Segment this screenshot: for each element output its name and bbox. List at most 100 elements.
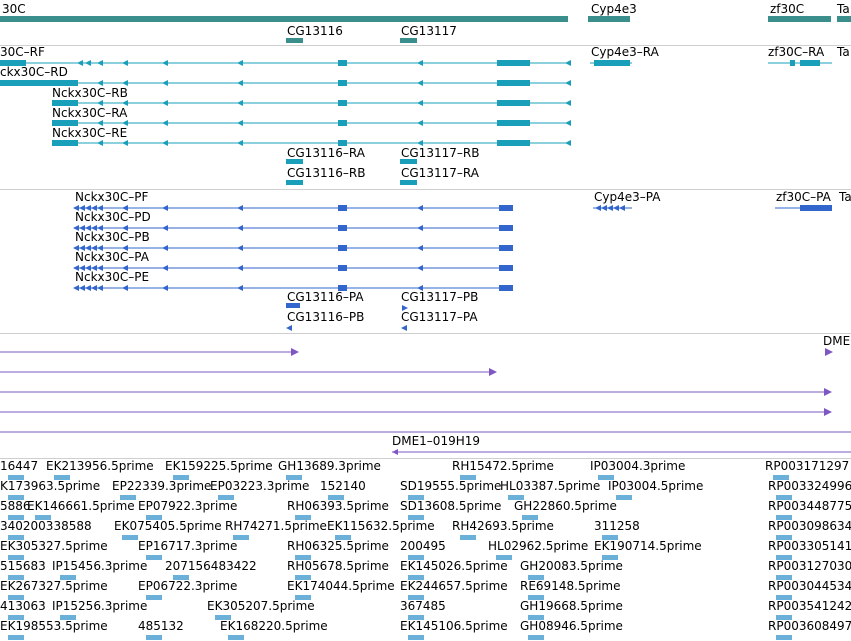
transcript-label[interactable]: zf30C–RA [768,45,825,59]
est-label[interactable]: 340200338588 [0,519,92,533]
gene-label[interactable]: Ta [837,2,850,16]
est-label[interactable]: RH06393.5prime [287,499,389,513]
est-label[interactable]: EK115632.5prime [327,519,435,533]
gene-feature[interactable] [286,38,303,43]
transcript-rf-exon[interactable] [338,60,347,66]
est-label[interactable]: 5886 [0,499,31,513]
est-feature[interactable] [295,595,311,600]
est-label[interactable]: RP003448775 [768,499,851,513]
transcript-re-exon[interactable] [497,140,530,146]
est-feature[interactable] [328,495,344,500]
transcript-re-exon[interactable] [52,140,78,146]
protein-label[interactable]: zf30C–PA [776,190,831,204]
transcript-re-exon[interactable] [338,140,347,146]
est-feature[interactable] [146,515,162,520]
est-feature[interactable] [8,595,24,600]
est-label[interactable]: EK145106.5prime [400,619,508,633]
est-label[interactable]: 207156483422 [165,559,257,573]
est-feature[interactable] [528,595,544,600]
est-label[interactable]: EP03223.3prime [210,479,310,493]
transcript-label[interactable]: Nckx30C–RE [52,126,128,140]
est-label[interactable]: EK244657.5prime [400,579,508,593]
protein-pb-exon[interactable] [499,245,513,251]
est-label[interactable]: GH08946.5prime [520,619,623,633]
est-label[interactable]: RH42693.5prime [452,519,554,533]
est-label[interactable]: RP003305141 [768,539,851,553]
est-feature[interactable] [776,595,792,600]
gene-feature[interactable] [837,16,851,22]
est-feature[interactable] [528,615,544,620]
est-label[interactable]: RH05678.5prime [287,559,389,573]
est-feature[interactable] [460,475,476,480]
est-label[interactable]: HL03387.5prime [500,479,601,493]
est-label[interactable]: 515683 [0,559,46,573]
est-feature[interactable] [120,495,136,500]
protein-pe-exon[interactable] [499,285,513,291]
transcript-rd-exon[interactable] [497,80,530,86]
est-feature[interactable] [776,615,792,620]
protein-pf-exon[interactable] [338,205,347,211]
est-feature[interactable] [335,535,351,540]
protein-pa-exon[interactable] [338,265,347,271]
transcript-label[interactable]: CG13117–RA [401,166,479,180]
est-label[interactable]: 485132 [138,619,184,633]
est-label[interactable]: IP03004.5prime [608,479,704,493]
est-label[interactable]: EP06722.3prime [138,579,238,593]
transcript-label[interactable]: CG13116–RA [287,146,365,160]
est-feature[interactable] [522,515,538,520]
est-label[interactable]: EK198553.5prime [0,619,108,633]
clone-label[interactable]: DME1–019H19 [392,434,481,448]
est-feature[interactable] [146,635,162,640]
est-feature[interactable] [460,535,476,540]
est-feature[interactable] [408,515,424,520]
transcript-exon[interactable] [790,60,795,66]
gene-feature[interactable] [588,16,630,22]
est-label[interactable]: RP003044534 [768,579,851,593]
est-feature[interactable] [508,495,524,500]
est-feature[interactable] [776,515,792,520]
est-feature[interactable] [54,475,70,480]
est-feature[interactable] [496,555,512,560]
gene-label[interactable]: CG13116 [287,24,343,38]
est-label[interactable]: HL02962.5prime [488,539,589,553]
est-label[interactable]: EK213956.5prime [46,459,154,473]
transcript-label[interactable]: Cyp4e3–RA [591,45,659,59]
transcript-label[interactable]: Ta [837,45,850,59]
est-feature[interactable] [122,535,138,540]
protein-exon[interactable] [286,303,300,308]
est-feature[interactable] [776,555,792,560]
est-feature[interactable] [528,575,544,580]
transcript-rd-exon[interactable] [338,80,347,86]
est-feature[interactable] [773,475,789,480]
est-label[interactable]: SD13608.5prime [400,499,502,513]
est-label[interactable]: 16447 [0,459,39,473]
transcript-rb-exon[interactable] [338,100,347,106]
protein-label[interactable]: CG13117–PB [401,290,479,304]
est-feature[interactable] [60,575,76,580]
transcript-rd-exon[interactable] [0,80,78,86]
transcript-label[interactable]: ckx30C–RD [0,65,68,79]
est-feature[interactable] [616,495,632,500]
est-label[interactable]: EK305327.5prime [0,539,108,553]
est-label[interactable]: 152140 [320,479,366,493]
transcript-exon[interactable] [800,60,820,66]
protein-exon[interactable] [800,205,832,211]
est-label[interactable]: EK190714.5prime [594,539,702,553]
est-label[interactable]: EP16717.3prime [138,539,238,553]
est-label[interactable]: IP15256.3prime [52,599,148,613]
est-label[interactable]: 200495 [400,539,446,553]
protein-label[interactable]: CG13116–PA [287,290,364,304]
est-label[interactable]: IP15456.3prime [52,559,148,573]
est-label[interactable]: GH20083.5prime [520,559,623,573]
est-feature[interactable] [776,575,792,580]
est-label[interactable]: EP07922.3prime [138,499,238,513]
est-feature[interactable] [776,495,792,500]
est-feature[interactable] [408,595,424,600]
est-label[interactable]: EK168220.5prime [220,619,328,633]
transcript-exon[interactable] [400,180,417,185]
est-feature[interactable] [8,475,24,480]
est-feature[interactable] [295,575,311,580]
est-feature[interactable] [776,635,792,640]
est-feature[interactable] [146,595,162,600]
est-label[interactable]: EK075405.5prime [114,519,222,533]
